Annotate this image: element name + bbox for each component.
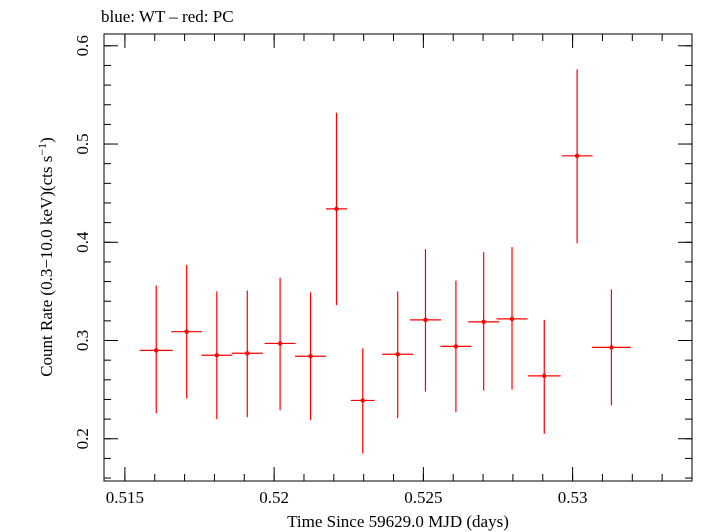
data-point — [139, 285, 173, 414]
point-marker — [542, 373, 547, 379]
data-point — [592, 289, 631, 406]
data-point — [496, 247, 528, 390]
point-marker — [574, 153, 580, 159]
plot-frame — [103, 33, 693, 482]
y-axis-label-main: Count Rate (0.3−10.0 keV)(cts s — [37, 156, 56, 377]
data-series — [139, 69, 631, 454]
y-tick-label: 0.4 — [73, 231, 92, 253]
y-axis-label: Count Rate (0.3−10.0 keV)(cts s−1) — [35, 137, 56, 377]
data-point — [440, 280, 472, 413]
y-tick-label: 0.2 — [73, 428, 92, 449]
x-tick-label: 0.525 — [404, 488, 442, 507]
data-point — [409, 249, 441, 392]
point-marker — [481, 319, 486, 325]
x-tick-label: 0.53 — [558, 488, 588, 507]
chart-title: blue: WT – red: PC — [101, 7, 234, 26]
point-marker — [609, 345, 614, 350]
data-point — [468, 252, 500, 391]
point-marker — [423, 317, 428, 323]
data-point — [561, 69, 593, 244]
point-marker — [360, 398, 365, 403]
point-marker — [308, 354, 313, 359]
y-tick-label: 0.5 — [73, 133, 92, 154]
data-point — [350, 348, 375, 454]
data-point — [231, 290, 263, 418]
y-tick-label: 0.3 — [73, 330, 92, 351]
x-axis: 0.515 0.52 0.525 0.53 — [106, 34, 693, 507]
data-point — [382, 291, 414, 419]
point-marker — [154, 348, 159, 353]
point-marker — [184, 329, 189, 334]
point-marker — [245, 351, 250, 356]
y-tick-label: 0.6 — [73, 35, 92, 56]
y-axis-label-close: ) — [37, 137, 56, 143]
y-axis-label-exponent: −1 — [35, 143, 49, 156]
point-marker — [395, 352, 400, 357]
data-point — [527, 319, 561, 434]
data-point — [326, 112, 347, 306]
x-tick-label: 0.52 — [259, 488, 289, 507]
x-axis-label: Time Since 59629.0 MJD (days) — [287, 512, 509, 531]
data-point — [264, 277, 296, 411]
data-point — [171, 264, 203, 399]
y-axis: 0.2 0.3 0.4 0.5 0.6 — [73, 35, 692, 479]
point-marker — [214, 353, 220, 358]
data-point — [201, 291, 233, 420]
point-marker — [509, 316, 515, 322]
point-marker — [277, 341, 283, 346]
point-marker — [453, 344, 459, 349]
x-tick-label: 0.515 — [106, 488, 144, 507]
point-marker — [334, 206, 339, 212]
data-point — [295, 292, 327, 421]
